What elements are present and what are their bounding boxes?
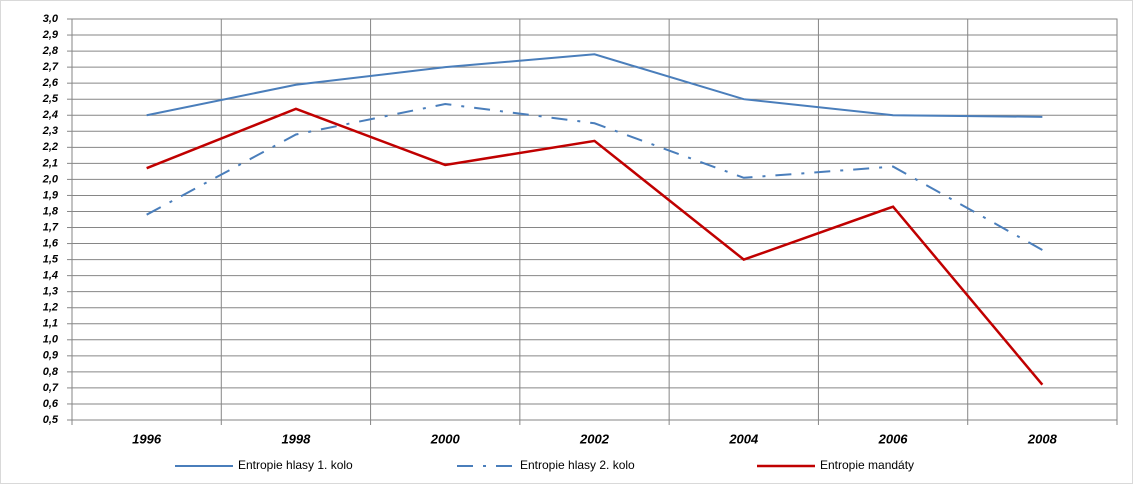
- y-tick-label: 1,0: [43, 334, 59, 346]
- y-tick-label: 0,9: [43, 350, 59, 362]
- x-tick-label: 2004: [728, 431, 759, 446]
- legend-label: Entropie hlasy 1. kolo: [238, 458, 353, 472]
- y-tick-label: 1,8: [43, 205, 59, 217]
- y-tick-label: 2,3: [42, 125, 58, 137]
- y-tick-label: 2,8: [42, 45, 59, 57]
- y-tick-label: 3,0: [43, 13, 59, 25]
- y-tick-label: 2,6: [42, 77, 59, 89]
- y-tick-label: 1,3: [43, 286, 58, 298]
- y-tick-label: 0,5: [43, 414, 59, 426]
- x-tick-label: 2006: [878, 431, 909, 446]
- data-line: [146, 107, 1044, 386]
- y-tick-label: 1,4: [43, 270, 58, 282]
- data-line: [146, 53, 1043, 118]
- y-tick-label: 2,0: [42, 173, 59, 185]
- y-tick-label: 2,9: [42, 29, 59, 41]
- x-tick-label: 1998: [281, 431, 311, 446]
- legend-label: Entropie mandáty: [820, 458, 914, 472]
- y-tick-label: 1,7: [43, 221, 59, 233]
- y-tick-label: 2,5: [42, 93, 59, 105]
- y-tick-label: 0,7: [43, 382, 59, 394]
- y-tick-label: 1,1: [43, 318, 58, 330]
- y-tick-label: 2,1: [42, 157, 58, 169]
- y-tick-label: 0,6: [43, 398, 59, 410]
- x-tick-label: 1996: [132, 431, 162, 446]
- legend-label: Entropie hlasy 2. kolo: [520, 458, 635, 472]
- x-tick-label: 2002: [579, 431, 610, 446]
- y-tick-label: 1,9: [43, 189, 59, 201]
- y-tick-label: 1,6: [43, 237, 59, 249]
- data-line: [146, 102, 1043, 251]
- x-tick-label: 2008: [1027, 431, 1058, 446]
- y-tick-label: 0,8: [43, 366, 59, 378]
- y-tick-label: 2,4: [42, 109, 58, 121]
- y-tick-label: 1,2: [43, 302, 58, 314]
- y-tick-label: 1,5: [43, 254, 59, 266]
- x-tick-label: 2000: [430, 431, 461, 446]
- y-tick-label: 2,2: [42, 141, 58, 153]
- y-tick-label: 2,7: [42, 61, 59, 73]
